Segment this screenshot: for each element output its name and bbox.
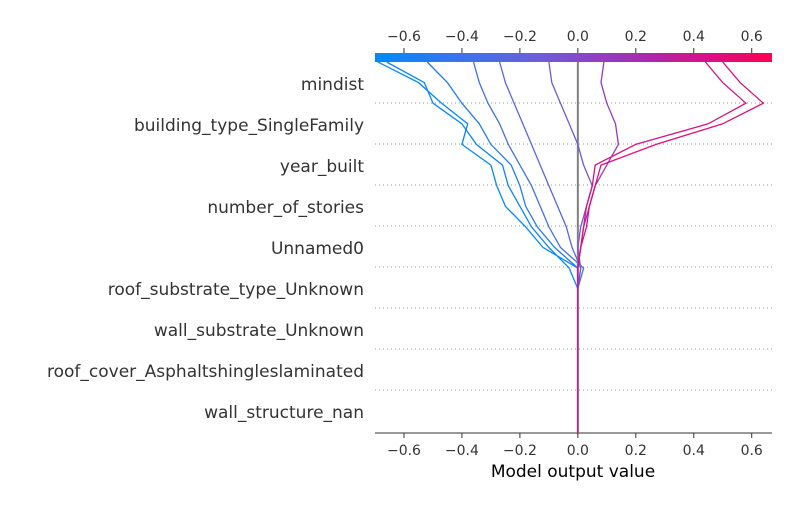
feature-label: roof_substrate_type_Unknown <box>108 280 364 300</box>
feature-label: year_built <box>280 157 364 177</box>
decision-path <box>377 61 579 433</box>
colorbar <box>375 53 772 62</box>
bottom-axis: −0.6 −0.4 −0.2 0.0 0.2 0.4 0.6 <box>387 433 763 459</box>
x-axis-label: Model output value <box>491 462 655 482</box>
x-tick-label: −0.6 <box>387 443 421 459</box>
x-tick-label: −0.2 <box>503 443 537 459</box>
decision-path <box>386 61 579 433</box>
decision-path <box>426 61 579 433</box>
feature-label: roof_cover_Asphaltshingleslaminated <box>47 362 364 382</box>
top-tick-label: 0.2 <box>625 29 647 45</box>
decision-path <box>498 61 582 433</box>
x-tick-label: 0.0 <box>567 443 589 459</box>
x-tick-label: 0.4 <box>683 443 705 459</box>
top-tick-label: −0.4 <box>445 29 479 45</box>
top-tick-label: −0.2 <box>503 29 537 45</box>
x-tick-label: 0.6 <box>741 443 763 459</box>
x-tick-label: −0.4 <box>445 443 479 459</box>
feature-label: wall_structure_nan <box>204 403 364 423</box>
top-tick-label: 0.4 <box>683 29 705 45</box>
feature-label: number_of_stories <box>207 198 364 218</box>
feature-label: building_type_SingleFamily <box>134 116 364 136</box>
top-tick-label: −0.6 <box>387 29 421 45</box>
decision-path <box>577 61 748 433</box>
decision-path <box>577 61 620 433</box>
feature-label: mindist <box>301 75 364 95</box>
top-tick-label: 0.6 <box>741 29 763 45</box>
x-tick-label: 0.2 <box>625 443 647 459</box>
feature-label: Unnamed0 <box>271 239 364 259</box>
decision-path <box>577 61 765 433</box>
decision-paths <box>377 61 765 433</box>
top-axis: −0.6 −0.4 −0.2 0.0 0.2 0.4 0.6 <box>387 29 763 53</box>
feature-label: wall_substrate_Unknown <box>154 321 364 341</box>
feature-labels: mindist building_type_SingleFamily year_bu… <box>47 75 364 423</box>
feature-gridlines <box>375 102 772 391</box>
top-tick-label: 0.0 <box>567 29 589 45</box>
